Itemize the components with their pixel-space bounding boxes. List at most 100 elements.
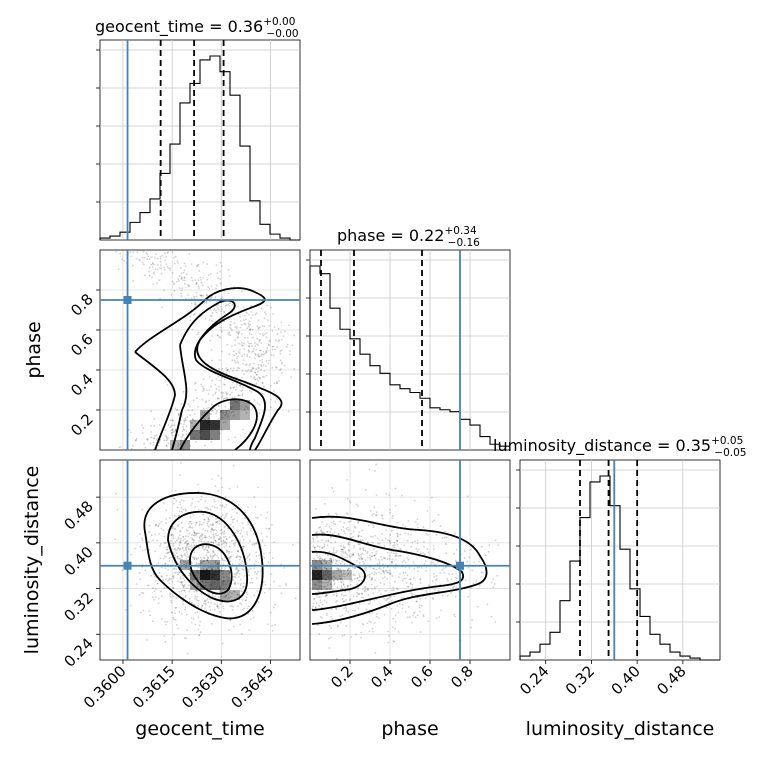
sample-point [183, 262, 186, 265]
sample-point [356, 577, 359, 580]
sample-point [312, 602, 315, 605]
sample-point [225, 367, 228, 369]
sample-point [220, 391, 223, 394]
sample-point [234, 541, 236, 544]
sample-point [190, 276, 193, 279]
sample-point [227, 552, 230, 555]
sample-point [253, 376, 256, 378]
sample-point [151, 596, 154, 598]
sample-point [220, 528, 223, 531]
sample-point [200, 606, 203, 609]
sample-point [225, 304, 228, 306]
sample-point [385, 606, 388, 609]
sample-point [238, 563, 240, 566]
sample-point [183, 552, 186, 555]
sample-point [335, 594, 338, 597]
sample-point [238, 555, 241, 558]
sample-point [203, 518, 206, 521]
sample-point [368, 576, 371, 578]
sample-point [275, 366, 277, 368]
sample-point [269, 339, 271, 342]
sample-point [314, 583, 316, 586]
sample-point [200, 294, 203, 297]
sample-point [205, 400, 208, 403]
sample-point [375, 568, 378, 571]
sample-point [191, 418, 194, 421]
sample-point [184, 547, 187, 549]
sample-point [165, 263, 168, 266]
sample-point [321, 539, 323, 541]
sample-point [262, 364, 265, 366]
sample-point [372, 512, 375, 515]
sample-point [172, 544, 175, 547]
sample-point [379, 568, 382, 571]
sample-point [340, 550, 342, 553]
sample-point [175, 624, 178, 626]
histogram-phase [306, 259, 510, 450]
sample-point [320, 529, 323, 532]
sample-point [199, 498, 202, 501]
sample-point [273, 382, 276, 385]
sample-point [260, 342, 263, 344]
sample-point [204, 602, 207, 605]
sample-point [268, 359, 271, 362]
sample-point [183, 554, 186, 557]
sample-point [220, 282, 222, 285]
sample-point [211, 529, 214, 531]
sample-point [212, 535, 215, 537]
sample-point [244, 370, 247, 372]
sample-point [190, 537, 193, 539]
sample-point [314, 549, 316, 551]
sample-point [246, 336, 249, 339]
sample-point [358, 531, 361, 533]
sample-point [387, 641, 390, 644]
sample-point [144, 274, 146, 277]
sample-point [263, 591, 266, 594]
sample-point [313, 546, 316, 549]
sample-point [169, 429, 172, 432]
sample-point [201, 604, 204, 607]
sample-point [201, 537, 204, 540]
sample-point [223, 517, 226, 520]
sample-point [231, 304, 234, 306]
sample-point [224, 567, 226, 570]
sample-point [172, 568, 175, 571]
sample-point [226, 549, 229, 552]
sample-point [152, 437, 155, 439]
sample-point [510, 628, 512, 630]
sample-point [453, 613, 456, 616]
sample-point [196, 397, 198, 400]
sample-point [179, 576, 182, 579]
sample-point [236, 567, 239, 570]
sample-point [329, 558, 332, 561]
sample-point [382, 570, 385, 573]
sample-point [202, 549, 205, 551]
sample-point [236, 355, 239, 358]
sample-point [192, 618, 195, 620]
sample-point [262, 376, 264, 378]
sample-point [190, 297, 193, 300]
sample-point [239, 385, 242, 388]
sample-point [455, 548, 458, 551]
sample-point [264, 311, 266, 314]
sample-point [223, 378, 226, 381]
sample-point [239, 539, 242, 542]
sample-point [246, 407, 249, 409]
sample-point [174, 428, 177, 431]
sample-point [420, 604, 423, 607]
sample-point [182, 549, 185, 552]
sample-point [236, 360, 239, 363]
sample-point [253, 371, 256, 374]
sample-point [237, 605, 239, 608]
sample-point [321, 558, 323, 561]
sample-point [198, 546, 200, 549]
sample-point [222, 562, 225, 565]
sample-point [341, 575, 344, 578]
sample-point [334, 541, 337, 543]
sample-point [197, 532, 200, 535]
sample-point [387, 597, 390, 600]
sample-point [228, 331, 231, 334]
sample-point [203, 522, 205, 524]
sample-point [134, 547, 136, 550]
sample-point [183, 589, 186, 592]
